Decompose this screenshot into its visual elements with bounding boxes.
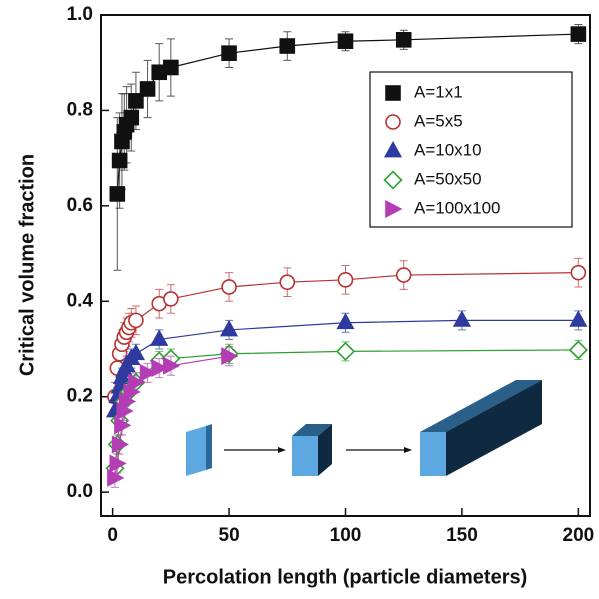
marker [279, 38, 296, 54]
y-tick-label: 0.6 [67, 195, 93, 216]
marker [163, 291, 179, 307]
marker [109, 186, 126, 202]
x-tick-label: 100 [330, 525, 362, 546]
marker [150, 329, 169, 346]
legend-label: A=100x100 [414, 198, 501, 217]
marker [128, 373, 146, 392]
marker [123, 109, 140, 126]
marker [336, 312, 355, 330]
marker [335, 341, 356, 361]
y-tick-label: 0.2 [67, 386, 93, 407]
marker [126, 343, 145, 361]
marker [111, 435, 130, 454]
marker [220, 319, 239, 337]
marker [139, 363, 157, 382]
marker [383, 140, 403, 158]
marker [221, 45, 237, 61]
marker [107, 468, 125, 487]
marker [570, 26, 587, 42]
marker [337, 272, 354, 288]
marker [569, 310, 588, 327]
legend-label: A=10x10 [414, 140, 482, 159]
legend-label: A=50x50 [414, 169, 482, 188]
marker [337, 33, 354, 50]
legend-label: A=1x1 [414, 82, 463, 101]
marker [385, 114, 401, 130]
y-tick-label: 1.0 [67, 4, 93, 25]
marker [385, 199, 403, 219]
marker [570, 264, 587, 281]
x-axis-title: Percolation length (particle diameters) [163, 566, 528, 588]
marker [568, 340, 588, 360]
legend-label: A=5x5 [414, 111, 463, 130]
marker [395, 267, 412, 283]
marker [109, 454, 127, 473]
series-line [114, 272, 579, 397]
y-tick-label: 0.0 [67, 481, 93, 502]
marker [221, 347, 239, 366]
legend [369, 71, 573, 228]
x-tick-label: 50 [219, 525, 240, 546]
x-tick-label: 0 [107, 525, 118, 546]
y-tick-label: 0.4 [67, 290, 94, 311]
marker [279, 274, 296, 291]
shape-illustration [186, 380, 542, 476]
x-tick-label: 200 [563, 525, 595, 546]
marker [383, 170, 403, 190]
marker [163, 356, 181, 375]
marker [221, 279, 237, 295]
marker [151, 359, 169, 378]
marker [111, 152, 128, 169]
y-tick-label: 0.8 [67, 99, 93, 120]
marker [128, 312, 144, 329]
marker [395, 32, 412, 48]
marker [163, 59, 179, 76]
marker [385, 85, 401, 101]
y-axis-title: Critical volume fraction [16, 154, 38, 376]
marker [114, 416, 132, 435]
marker [139, 81, 156, 97]
marker [452, 310, 471, 327]
marker [128, 93, 144, 109]
x-tick-label: 150 [446, 525, 478, 546]
